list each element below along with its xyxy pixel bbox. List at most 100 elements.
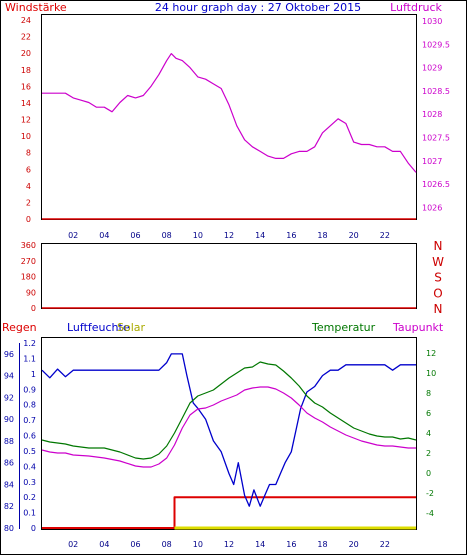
time-top-tick-label: 12: [224, 231, 234, 240]
wind-tick-label: 10: [21, 132, 31, 141]
time-top-tick-label: 16: [286, 231, 296, 240]
humidity-tick-label: 86: [4, 459, 14, 468]
time-top-tick-label: 06: [130, 231, 140, 240]
rain-tick-label: 1.2: [23, 339, 36, 348]
humidity-tick-label: 84: [4, 480, 14, 489]
direction-letter: O: [433, 286, 442, 300]
pressure-tick-label: 1026.5: [422, 180, 450, 189]
time-bottom-tick-label: 22: [380, 540, 390, 549]
rain-tick-label: 0.9: [23, 385, 36, 394]
wind-tick-label: 0: [26, 215, 31, 224]
pressure-tick-label: 1029: [422, 64, 442, 73]
rain-tick-label: 0.4: [23, 462, 36, 471]
chart-title: 24 hour graph day : 27 Oktober 2015: [155, 1, 361, 14]
humidity-tick-label: 82: [4, 502, 14, 511]
humidity-tick-label: 80: [4, 524, 14, 533]
direction-letter: N: [434, 239, 443, 253]
rain-tick-label: 0.5: [23, 447, 36, 456]
direction-letter: S: [434, 271, 442, 285]
temperature-axis-ticks: 12 10 8 6 4 2 0 -2 -4: [426, 349, 436, 518]
time-top-tick-label: 10: [193, 231, 203, 240]
time-bottom-tick-label: 18: [317, 540, 327, 549]
wind-tick-label: 2: [26, 198, 31, 207]
rain-tick-label: 0.8: [23, 401, 36, 410]
wind-tick-label: 20: [21, 49, 31, 58]
temperature-tick-label: 4: [426, 429, 431, 438]
direction-tick-label: 270: [21, 257, 36, 266]
left-axis-title: Windstärke: [5, 1, 67, 14]
direction-tick-label: 180: [21, 273, 36, 282]
time-top-tick-label: 20: [349, 231, 359, 240]
humidity-tick-label: 92: [4, 393, 14, 402]
direction-tick-label: 90: [26, 288, 36, 297]
direction-letter: N: [434, 302, 443, 316]
time-top-tick-label: 08: [162, 231, 172, 240]
temperature-tick-label: 10: [426, 369, 436, 378]
time-bottom-tick-label: 06: [130, 540, 140, 549]
pressure-wind-series: [42, 52, 417, 220]
wind-tick-label: 16: [21, 82, 31, 91]
temperature-tick-label: -2: [426, 489, 434, 498]
pressure-tick-label: 1028.5: [422, 87, 450, 96]
rain-tick-label: 1: [31, 370, 36, 379]
wind-tick-label: 12: [21, 116, 31, 125]
time-bottom-tick-label: 12: [224, 540, 234, 549]
humidity-tick-label: 94: [4, 372, 14, 381]
humidity-axis-ticks: 96 94 92 90 88 86 84 82 80: [4, 350, 14, 533]
time-axis-ticks-bottom: 02 04 06 08 10 12 14 16 18 20 22: [68, 540, 390, 549]
rain-tick-label: 0.6: [23, 432, 36, 441]
time-top-tick-label: 04: [99, 231, 109, 240]
time-bottom-tick-label: 10: [193, 540, 203, 549]
wind-tick-label: 6: [26, 165, 31, 174]
pressure-tick-label: 1029.5: [422, 40, 450, 49]
legend-dewpoint: Taupunkt: [392, 321, 444, 334]
pressure-line: [42, 52, 417, 173]
pressure-tick-label: 1026: [422, 203, 442, 212]
time-top-tick-label: 22: [380, 231, 390, 240]
wind-tick-label: 14: [21, 99, 31, 108]
rain-humidity-temperature-series: [41, 353, 417, 530]
time-bottom-tick-label: 08: [162, 540, 172, 549]
right-axis-title: Luftdruck: [390, 1, 442, 14]
pressure-tick-label: 1027.5: [422, 133, 450, 142]
rain-tick-label: 0.1: [23, 509, 36, 518]
rain-tick-label: 0: [31, 524, 36, 533]
direction-tick-label: 0: [31, 304, 36, 313]
humidity-tick-label: 96: [4, 350, 14, 359]
temperature-tick-label: 2: [426, 449, 431, 458]
legend-temperature: Temperatur: [311, 321, 376, 334]
wind-tick-label: 4: [26, 182, 31, 191]
time-bottom-tick-label: 14: [255, 540, 265, 549]
pressure-tick-label: 1030: [422, 17, 442, 26]
rain-tick-label: 0.7: [23, 416, 36, 425]
pressure-axis-ticks: 1030 1029.5 1029 1028.5 1028 1027.5 1027 1026.5…: [422, 17, 450, 212]
humidity-tick-label: 90: [4, 415, 14, 424]
legend-solar: Solar: [117, 321, 146, 334]
rain-tick-label: 0.3: [23, 478, 36, 487]
temperature-line: [41, 361, 417, 460]
temperature-tick-label: 12: [426, 349, 436, 358]
time-bottom-tick-label: 04: [99, 540, 109, 549]
wind-tick-label: 18: [21, 66, 31, 75]
pressure-tick-label: 1027: [422, 157, 442, 166]
legend-rain: Regen: [2, 321, 37, 334]
humidity-tick-label: 88: [4, 437, 14, 446]
wind-tick-label: 22: [21, 33, 31, 42]
pressure-tick-label: 1028: [422, 110, 442, 119]
temperature-tick-label: -4: [426, 509, 434, 518]
direction-tick-label: 360: [21, 241, 36, 250]
rain-tick-label: 0.2: [23, 493, 36, 502]
temperature-tick-label: 6: [426, 409, 431, 418]
dewpoint-line: [41, 386, 416, 468]
time-top-tick-label: 02: [68, 231, 78, 240]
rain-line: [42, 496, 416, 529]
humidity-line: [41, 353, 416, 507]
rain-axis-ticks: 1.2 1.1 1 0.9 0.8 0.7 0.6 0.5 0.4 0.3 0.2 0.1 0: [23, 339, 36, 533]
time-top-tick-label: 18: [317, 231, 327, 240]
time-bottom-tick-label: 02: [68, 540, 78, 549]
wind-tick-label: 8: [26, 149, 31, 158]
wind-tick-label: 24: [21, 16, 31, 25]
